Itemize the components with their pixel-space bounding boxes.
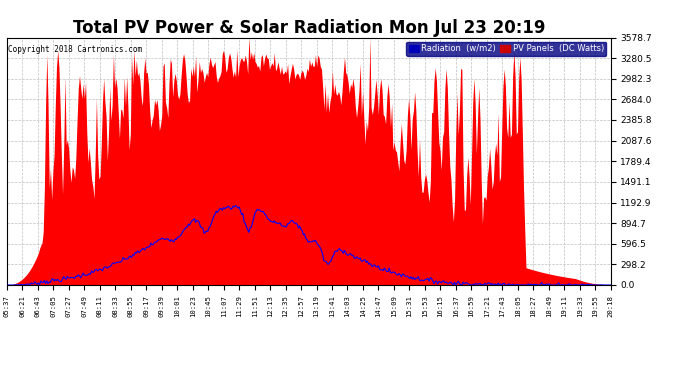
Text: Copyright 2018 Cartronics.com: Copyright 2018 Cartronics.com (8, 45, 142, 54)
Title: Total PV Power & Solar Radiation Mon Jul 23 20:19: Total PV Power & Solar Radiation Mon Jul… (72, 20, 545, 38)
Legend: Radiation  (w/m2), PV Panels  (DC Watts): Radiation (w/m2), PV Panels (DC Watts) (406, 42, 607, 56)
